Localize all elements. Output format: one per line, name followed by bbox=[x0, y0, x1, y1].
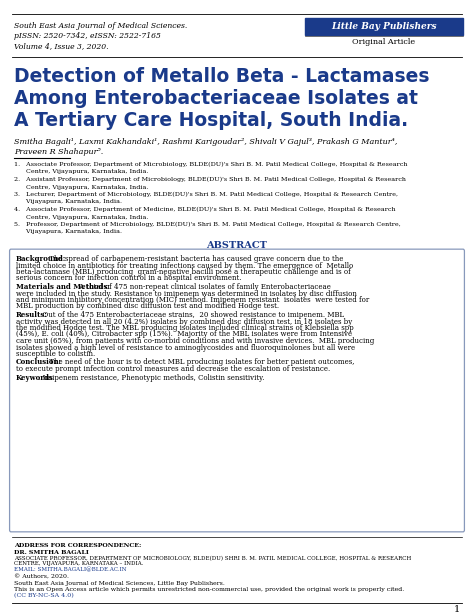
Text: Vijayapura, Karnataka, India.: Vijayapura, Karnataka, India. bbox=[14, 229, 122, 235]
Text: Centre, Vijayapura, Karnataka, India.: Centre, Vijayapura, Karnataka, India. bbox=[14, 215, 148, 219]
Text: Detection of Metallo Beta - Lactamases: Detection of Metallo Beta - Lactamases bbox=[14, 67, 429, 86]
Text: Conclusion:: Conclusion: bbox=[16, 359, 62, 367]
Text: © Authors, 2020.: © Authors, 2020. bbox=[14, 575, 69, 580]
Text: EMAIL: SMITHA.BAGALI@BLDE.AC.IN: EMAIL: SMITHA.BAGALI@BLDE.AC.IN bbox=[14, 567, 127, 573]
Text: and minimum inhibitory concentration (MIC) method. Imipenem resistant  isolates : and minimum inhibitory concentration (MI… bbox=[16, 296, 369, 304]
FancyBboxPatch shape bbox=[9, 249, 465, 532]
Text: 5.   Professor, Department of Microbiology, BLDE(DU)'s Shri B. M. Patil Medical : 5. Professor, Department of Microbiology… bbox=[14, 222, 401, 227]
Text: ASSOCIATE PROFESSOR, DEPARTMENT OF MICROBIOLOGY, BLDE(DU) SHRI B. M. PATIL MEDIC: ASSOCIATE PROFESSOR, DEPARTMENT OF MICRO… bbox=[14, 556, 411, 561]
Bar bbox=[305, 18, 463, 35]
Text: isolates showed a high level of resistance to aminoglycosides and fluoroquinolon: isolates showed a high level of resistan… bbox=[16, 343, 355, 351]
Text: susceptible to colistin.: susceptible to colistin. bbox=[16, 350, 95, 358]
Text: 4.   Associate Professor, Department of Medicine, BLDE(DU)'s Shri B. M. Patil Me: 4. Associate Professor, Department of Me… bbox=[14, 207, 396, 212]
Text: The need of the hour is to detect MBL producing isolates for better patient outc: The need of the hour is to detect MBL pr… bbox=[46, 359, 354, 367]
Text: South East Asia Journal of Medical Sciences.: South East Asia Journal of Medical Scien… bbox=[14, 22, 187, 30]
Text: DR. SMITHA BAGALI: DR. SMITHA BAGALI bbox=[14, 550, 89, 555]
Text: Background:: Background: bbox=[16, 255, 66, 263]
Text: serious concern for infection control in a hospital environment.: serious concern for infection control in… bbox=[16, 275, 241, 283]
Text: This is an Open Access article which permits unrestricted non-commercial use, pr: This is an Open Access article which per… bbox=[14, 587, 404, 592]
Text: : Imipenem resistance, Phenotypic methods, Colistin sensitivity.: : Imipenem resistance, Phenotypic method… bbox=[38, 373, 265, 381]
Text: to execute prompt infection control measures and decrease the escalation of resi: to execute prompt infection control meas… bbox=[16, 365, 330, 373]
Text: Original Article: Original Article bbox=[353, 38, 416, 46]
Text: care unit (65%), from patients with co-morbid conditions and with invasive devic: care unit (65%), from patients with co-m… bbox=[16, 337, 374, 345]
Text: Centre, Vijayapura, Karnataka, India.: Centre, Vijayapura, Karnataka, India. bbox=[14, 185, 148, 189]
Text: limited choice in antibiotics for treating infections caused by them. The emerge: limited choice in antibiotics for treati… bbox=[16, 262, 353, 270]
Text: 3.   Lecturer, Department of Microbiology, BLDE(DU)'s Shri B. M. Patil Medical C: 3. Lecturer, Department of Microbiology,… bbox=[14, 192, 398, 197]
Text: ADDRESS FOR CORRESPONDENCE:: ADDRESS FOR CORRESPONDENCE: bbox=[14, 543, 141, 548]
Text: activity was detected in all 20 (4.2%) isolates by combined disc diffusion test,: activity was detected in all 20 (4.2%) i… bbox=[16, 318, 352, 326]
Text: 1: 1 bbox=[454, 605, 460, 613]
Text: Among Enterobacteriaceae Isolates at: Among Enterobacteriaceae Isolates at bbox=[14, 89, 418, 108]
Text: pISSN: 2520-7342, eISSN: 2522-7165: pISSN: 2520-7342, eISSN: 2522-7165 bbox=[14, 32, 161, 40]
Text: Vijayapura, Karnataka, India.: Vijayapura, Karnataka, India. bbox=[14, 199, 122, 205]
Text: CENTRE, VIJAYAPURA, KARNATAKA – INDIA.: CENTRE, VIJAYAPURA, KARNATAKA – INDIA. bbox=[14, 562, 144, 566]
Text: 1.   Associate Professor, Department of Microbiology, BLDE(DU)'s Shri B. M. Pati: 1. Associate Professor, Department of Mi… bbox=[14, 162, 408, 167]
Text: Out of the 475 Enterobacteriaceae strains,  20 showed resistance to imipenem. MB: Out of the 475 Enterobacteriaceae strain… bbox=[38, 311, 345, 319]
Text: beta-lactamase (MBL) producing  gram-negative bacilli pose a therapeutic challen: beta-lactamase (MBL) producing gram-nega… bbox=[16, 268, 351, 276]
Text: Keywords: Keywords bbox=[16, 373, 54, 381]
Text: 2.   Assistant Professor, Department of Microbiology, BLDE(DU)'s Shri B. M. Pati: 2. Assistant Professor, Department of Mi… bbox=[14, 177, 406, 182]
Text: Results:: Results: bbox=[16, 311, 48, 319]
Text: (CC BY-NC-SA 4.0): (CC BY-NC-SA 4.0) bbox=[14, 593, 74, 598]
Text: (45%), E. coli (40%), Citrobacter spp (15%).  Majority of the MBL isolates were : (45%), E. coli (40%), Citrobacter spp (1… bbox=[16, 330, 352, 338]
Text: Materials and Methods:: Materials and Methods: bbox=[16, 283, 110, 291]
Text: Praveen R Shahapur⁵.: Praveen R Shahapur⁵. bbox=[14, 148, 103, 156]
Text: The spread of carbapenem-resistant bacteria has caused grave concern due to the: The spread of carbapenem-resistant bacte… bbox=[46, 255, 343, 263]
Text: were included in the study. Resistance to imipenem was determined in isolates by: were included in the study. Resistance t… bbox=[16, 289, 357, 297]
Text: A total of 475 non-repeat clinical isolates of family Enterobacteriaceae: A total of 475 non-repeat clinical isola… bbox=[77, 283, 331, 291]
Text: MBL production by combined disc diffusion test and modified Hodge test.: MBL production by combined disc diffusio… bbox=[16, 302, 279, 311]
Text: A Tertiary Care Hospital, South India.: A Tertiary Care Hospital, South India. bbox=[14, 111, 408, 130]
Text: the modified Hodge test. The MBL producing isolates included clinical strains of: the modified Hodge test. The MBL produci… bbox=[16, 324, 354, 332]
Text: South East Asia Journal of Medical Sciences, Little Bay Publishers.: South East Asia Journal of Medical Scien… bbox=[14, 581, 225, 586]
Text: ABSTRACT: ABSTRACT bbox=[207, 241, 267, 250]
Text: Little Bay Publishers: Little Bay Publishers bbox=[331, 22, 437, 31]
Text: Smitha Bagali¹, Laxmi Kakhandaki¹, Rashmi Karigoudar², Shivali V Gajul³, Prakash: Smitha Bagali¹, Laxmi Kakhandaki¹, Rashm… bbox=[14, 138, 397, 146]
Text: Centre, Vijayapura, Karnataka, India.: Centre, Vijayapura, Karnataka, India. bbox=[14, 170, 148, 175]
Text: Volume 4, Issue 3, 2020.: Volume 4, Issue 3, 2020. bbox=[14, 42, 109, 50]
